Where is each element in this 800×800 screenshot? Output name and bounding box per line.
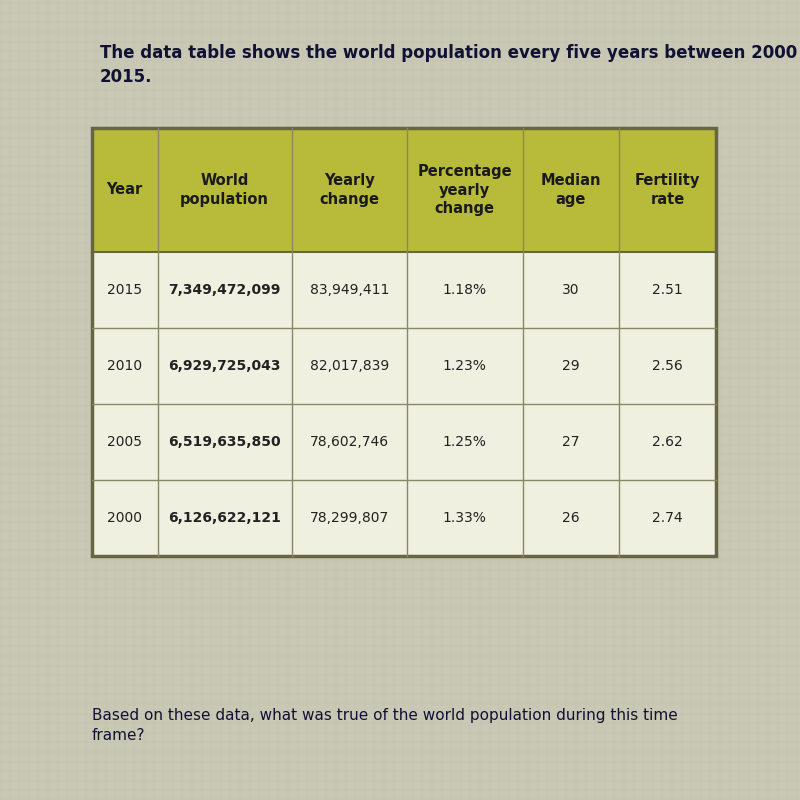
Text: Based on these data, what was true of the world population during this time
fram: Based on these data, what was true of th… [92, 708, 678, 742]
Text: Percentage
yearly
change: Percentage yearly change [418, 164, 512, 216]
Text: 2000: 2000 [107, 511, 142, 525]
Text: 78,602,746: 78,602,746 [310, 435, 389, 449]
Text: 2.62: 2.62 [652, 435, 683, 449]
Text: 30: 30 [562, 283, 580, 297]
Text: 1.23%: 1.23% [443, 359, 486, 373]
Text: Year: Year [106, 182, 143, 198]
Text: World
population: World population [180, 174, 269, 206]
Bar [92, 480, 716, 556]
Text: The data table shows the world population every five years between 2000 and
2015: The data table shows the world populatio… [100, 44, 800, 86]
Text: 83,949,411: 83,949,411 [310, 283, 389, 297]
Text: 82,017,839: 82,017,839 [310, 359, 389, 373]
Text: 2005: 2005 [107, 435, 142, 449]
Bar [92, 128, 716, 556]
Bar [92, 328, 716, 404]
Bar [92, 404, 716, 480]
Text: 2.74: 2.74 [652, 511, 683, 525]
Text: 2010: 2010 [107, 359, 142, 373]
Bar [92, 128, 716, 252]
Text: 1.18%: 1.18% [442, 283, 487, 297]
Text: Fertility
rate: Fertility rate [635, 174, 700, 206]
Text: 6,126,622,121: 6,126,622,121 [168, 511, 281, 525]
Text: 2.51: 2.51 [652, 283, 683, 297]
Text: 6,929,725,043: 6,929,725,043 [168, 359, 281, 373]
Text: 2015: 2015 [107, 283, 142, 297]
Text: Median
age: Median age [541, 174, 601, 206]
Text: 1.33%: 1.33% [443, 511, 486, 525]
Text: 27: 27 [562, 435, 580, 449]
Text: 1.25%: 1.25% [443, 435, 486, 449]
Bar [92, 252, 716, 328]
Text: 29: 29 [562, 359, 580, 373]
Text: 2.56: 2.56 [652, 359, 683, 373]
Text: 78,299,807: 78,299,807 [310, 511, 389, 525]
Text: 26: 26 [562, 511, 580, 525]
Text: Yearly
change: Yearly change [319, 174, 379, 206]
Text: 6,519,635,850: 6,519,635,850 [168, 435, 281, 449]
Text: 7,349,472,099: 7,349,472,099 [169, 283, 281, 297]
